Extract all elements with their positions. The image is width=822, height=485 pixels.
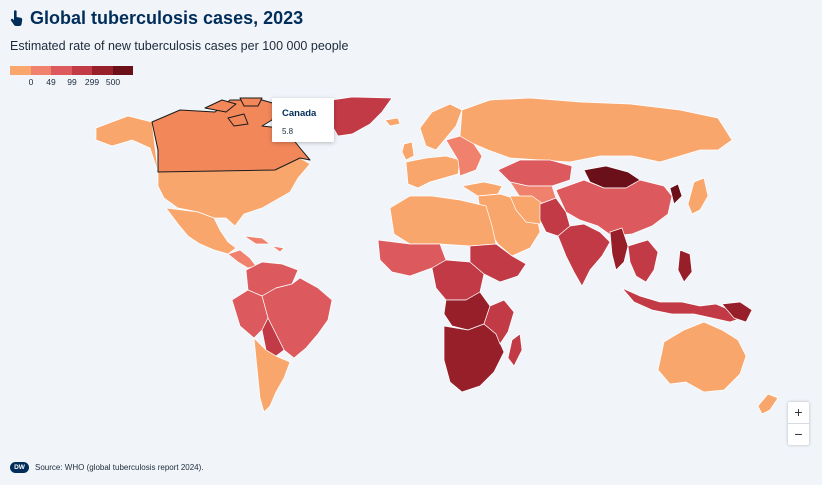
zoom-divider [788, 423, 809, 424]
pointer-hand-icon [10, 10, 23, 26]
country-iceland[interactable] [384, 117, 401, 127]
country-mozambique[interactable] [483, 299, 515, 345]
country-iran[interactable] [509, 195, 547, 225]
country-chile-argentina[interactable] [253, 337, 291, 413]
country-usa[interactable] [157, 157, 311, 227]
country-north-africa[interactable] [389, 195, 497, 247]
country-philippines[interactable] [677, 249, 693, 283]
legend-label: 49 [46, 77, 56, 87]
legend-swatch [51, 66, 72, 75]
country-alaska[interactable] [95, 115, 159, 173]
country-kazakhstan[interactable] [497, 159, 573, 187]
zoom-in-button[interactable]: + [794, 404, 803, 420]
country-australia[interactable] [657, 321, 747, 393]
country-central-america[interactable] [227, 249, 257, 269]
legend-color-bar [10, 66, 140, 75]
country-myanmar[interactable] [609, 227, 629, 271]
country-madagascar[interactable] [507, 333, 523, 367]
legend-swatch [10, 66, 31, 75]
country-new-zealand[interactable] [757, 393, 779, 415]
country-east-africa[interactable] [469, 243, 527, 283]
country-caribbean[interactable] [243, 235, 285, 253]
source-text: Source: WHO (global tuberculosis report … [35, 463, 204, 472]
country-japan[interactable] [687, 177, 709, 215]
source-footer: DW Source: WHO (global tuberculosis repo… [10, 462, 204, 473]
country-india[interactable] [557, 223, 611, 287]
legend-labels: 0 49 99 299 500 [10, 77, 140, 89]
chart-title: Global tuberculosis cases, 2023 [30, 8, 304, 28]
legend-swatch [71, 66, 92, 75]
legend-label: 0 [28, 77, 34, 87]
country-mexico[interactable] [165, 207, 237, 255]
country-tooltip: Canada 5.8 [272, 98, 334, 142]
world-map[interactable] [0, 90, 822, 420]
country-north-korea[interactable] [669, 183, 683, 205]
country-russia[interactable] [459, 97, 733, 163]
country-scandinavia[interactable] [419, 103, 463, 151]
zoom-out-button[interactable]: − [794, 426, 803, 442]
dw-logo-icon: DW [10, 462, 29, 473]
tooltip-country-name: Canada [282, 108, 317, 119]
legend-label: 99 [67, 77, 77, 87]
zoom-controls: + − [788, 402, 809, 445]
title-row: Global tuberculosis cases, 2023 [10, 8, 303, 29]
country-papua[interactable] [721, 301, 753, 323]
color-legend: 0 49 99 299 500 [10, 66, 140, 89]
country-western-europe[interactable] [405, 155, 461, 189]
chart-subtitle: Estimated rate of new tuberculosis cases… [10, 39, 349, 53]
legend-label: 500 [105, 77, 121, 87]
country-china[interactable] [555, 179, 673, 237]
country-southern-africa[interactable] [443, 323, 505, 393]
country-uk[interactable] [401, 141, 415, 161]
country-turkey[interactable] [461, 181, 503, 197]
tooltip-value: 5.8 [282, 127, 294, 136]
legend-swatch [92, 66, 113, 75]
country-se-asia[interactable] [627, 239, 659, 283]
country-canada-islands[interactable] [204, 97, 263, 127]
legend-swatch [112, 66, 133, 75]
legend-swatch [30, 66, 51, 75]
legend-label: 299 [84, 77, 100, 87]
